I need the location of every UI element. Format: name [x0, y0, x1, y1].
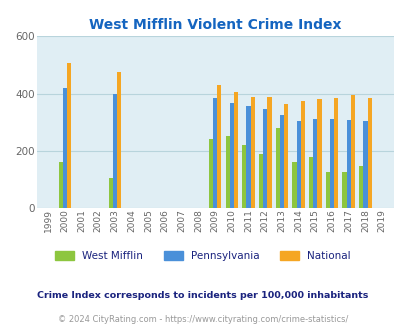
Bar — [275, 128, 279, 208]
Bar — [362, 121, 367, 208]
Bar — [246, 106, 250, 208]
Bar — [242, 145, 246, 208]
Bar — [225, 136, 229, 208]
Bar — [358, 166, 362, 208]
Bar — [350, 95, 354, 208]
Bar — [333, 98, 337, 208]
Text: Crime Index corresponds to incidents per 100,000 inhabitants: Crime Index corresponds to incidents per… — [37, 291, 368, 300]
Bar — [229, 103, 233, 208]
Legend: West Mifflin, Pennsylvania, National: West Mifflin, Pennsylvania, National — [51, 247, 354, 265]
Bar — [267, 97, 271, 208]
Bar — [313, 119, 317, 208]
Bar — [258, 154, 262, 208]
Bar — [213, 98, 217, 208]
Bar — [209, 139, 213, 208]
Bar — [296, 121, 300, 208]
Bar — [367, 98, 371, 208]
Bar — [67, 63, 71, 208]
Bar — [113, 93, 117, 208]
Bar — [117, 72, 121, 208]
Bar — [109, 178, 113, 208]
Bar — [292, 162, 296, 208]
Bar — [284, 104, 288, 208]
Title: West Mifflin Violent Crime Index: West Mifflin Violent Crime Index — [89, 18, 341, 32]
Bar — [63, 88, 67, 208]
Bar — [325, 172, 329, 208]
Bar — [217, 85, 221, 208]
Bar — [233, 92, 238, 208]
Bar — [342, 172, 346, 208]
Bar — [279, 115, 283, 208]
Text: © 2024 CityRating.com - https://www.cityrating.com/crime-statistics/: © 2024 CityRating.com - https://www.city… — [58, 315, 347, 324]
Bar — [308, 157, 313, 208]
Bar — [262, 109, 267, 208]
Bar — [329, 119, 333, 208]
Bar — [346, 120, 350, 208]
Bar — [58, 162, 63, 208]
Bar — [300, 101, 304, 208]
Bar — [317, 99, 321, 208]
Bar — [250, 97, 254, 208]
